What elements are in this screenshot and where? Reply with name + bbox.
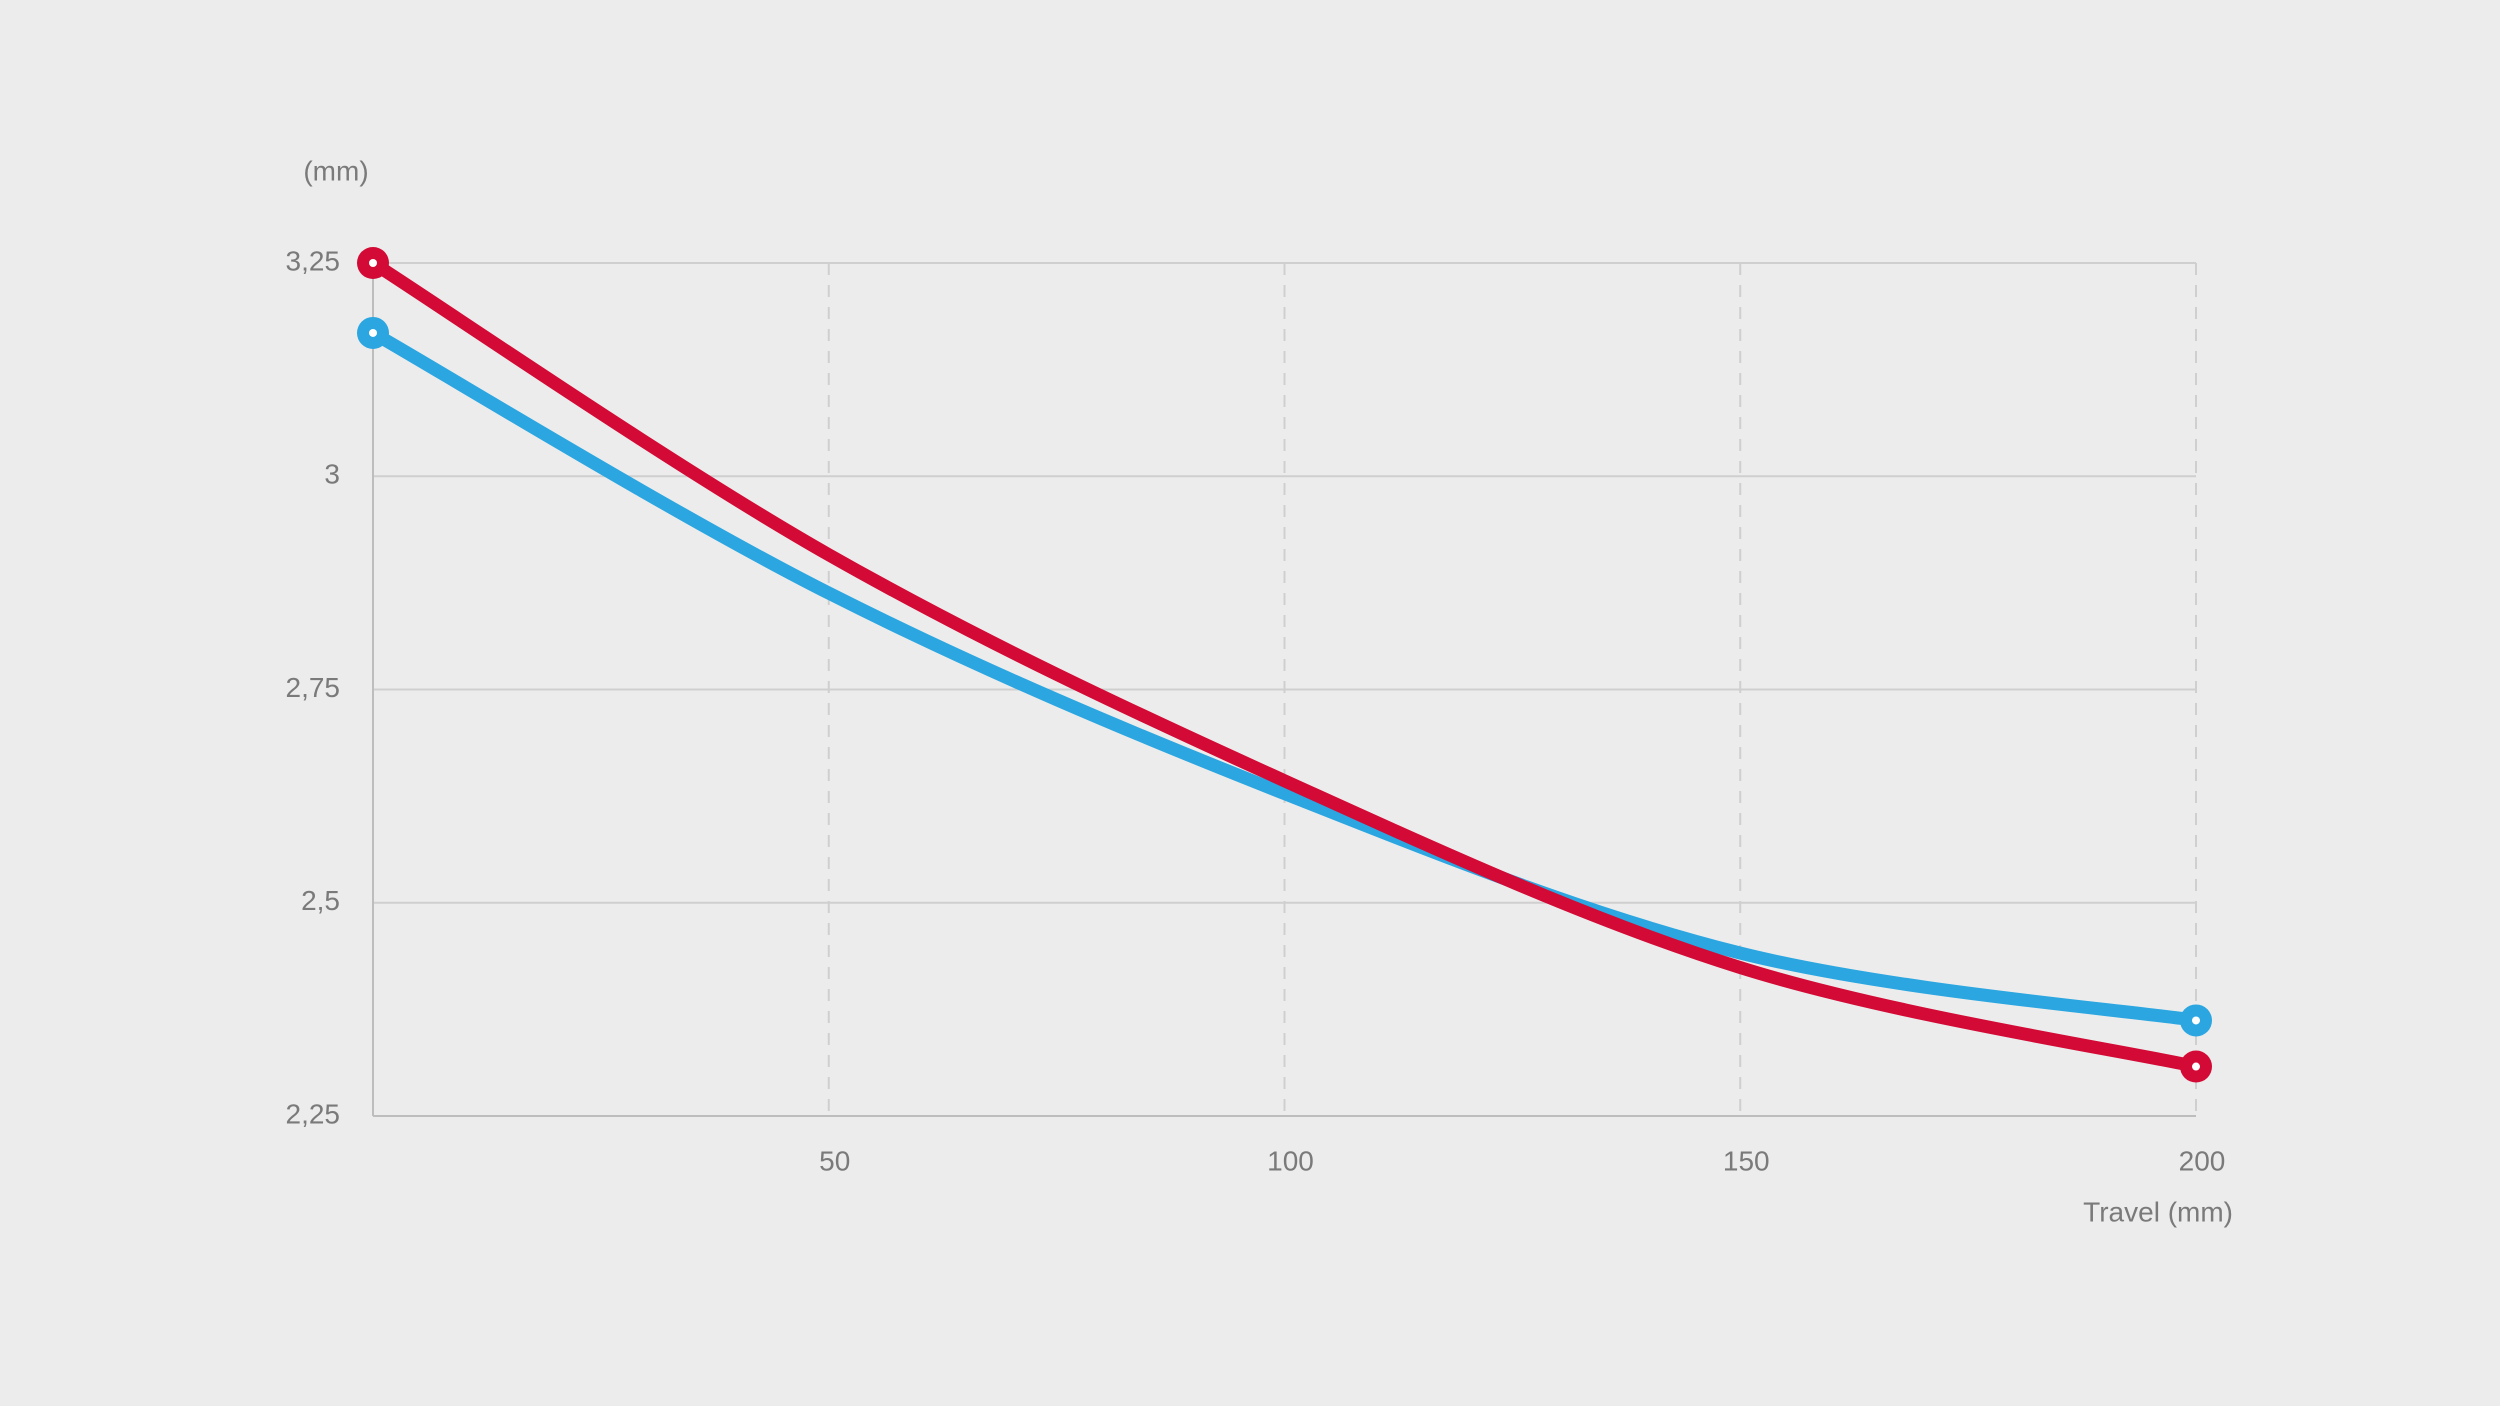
marker-dot bbox=[2192, 1062, 2200, 1071]
y-axis-label: (mm) bbox=[303, 155, 368, 186]
y-tick-label: 2,25 bbox=[286, 1098, 341, 1129]
line bbox=[366, 326, 2203, 1027]
marker-dot bbox=[369, 259, 377, 267]
x-tick-label: 200 bbox=[2179, 1145, 2226, 1176]
y-tick-label: 3,25 bbox=[286, 245, 341, 276]
x-tick-label: 100 bbox=[1267, 1145, 1314, 1176]
line bbox=[366, 256, 2203, 1074]
marker-dot bbox=[2192, 1016, 2200, 1025]
x-axis-label: Travel (mm) bbox=[2083, 1196, 2233, 1227]
marker-dot bbox=[369, 328, 377, 337]
y-tick-label: 2,5 bbox=[301, 885, 340, 916]
x-tick-label: 50 bbox=[819, 1145, 850, 1176]
x-tick-label: 150 bbox=[1723, 1145, 1770, 1176]
y-tick-label: 3 bbox=[324, 459, 340, 490]
y-tick-label: 2,75 bbox=[286, 672, 341, 703]
